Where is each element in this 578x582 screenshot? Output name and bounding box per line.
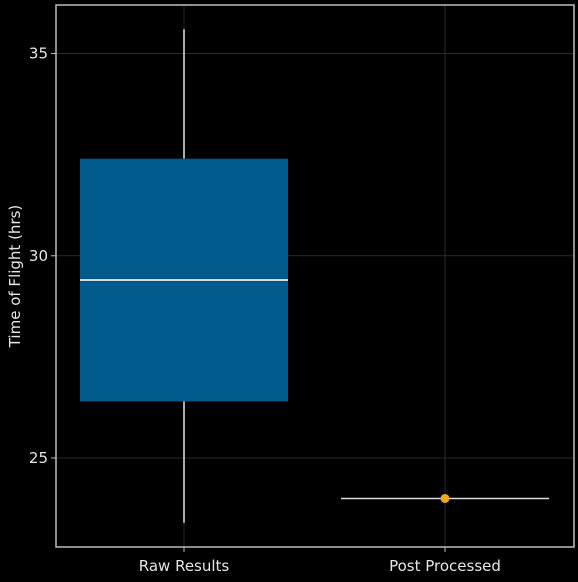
y-tick-label: 25 <box>29 449 48 467</box>
y-tick-label: 35 <box>29 45 48 63</box>
box-post-processed <box>341 493 549 503</box>
x-tick-label: Raw Results <box>139 557 230 575</box>
x-tick-label: Post Processed <box>389 557 501 575</box>
box-raw-results <box>80 29 288 523</box>
plot-frame <box>55 4 575 548</box>
plot-marks <box>80 29 549 523</box>
axis-ticks: 25 30 35 Raw Results Post Processed <box>29 45 501 575</box>
data-point <box>440 493 450 503</box>
y-tick-label: 30 <box>29 247 48 265</box>
y-axis-label: Time of Flight (hrs) <box>6 205 24 349</box>
